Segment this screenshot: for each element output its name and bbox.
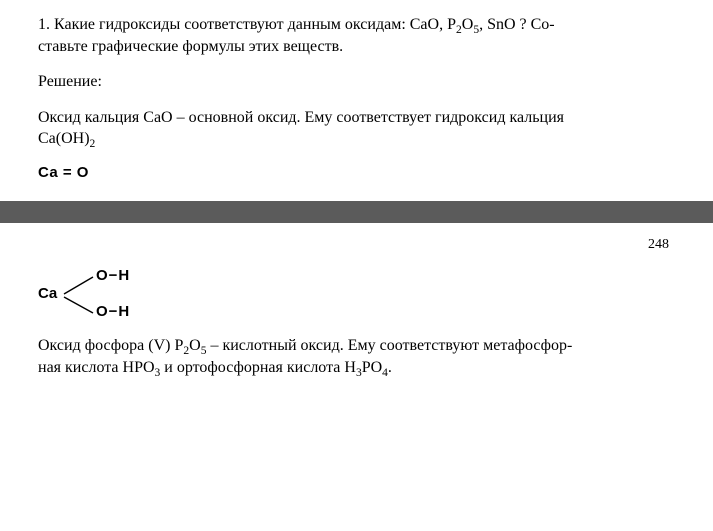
structure-branch-bottom: O−H (96, 303, 130, 320)
page-number: 248 (38, 237, 675, 253)
question-text: 1. Какие гидроксиды соответствуют данным… (38, 14, 675, 57)
structure-center-label: Ca (38, 285, 57, 302)
solution-label: Решение: (38, 71, 675, 93)
cao-graphic-formula: Ca = O (38, 164, 675, 181)
question-line1: Какие гидроксиды соответствуют данным ок… (54, 16, 555, 33)
question-number: 1. (38, 16, 50, 33)
cao-line2: Ca(OH)2 (38, 130, 95, 147)
caoh2-structure: Ca O−H O−H (38, 263, 178, 325)
cao-paragraph: Оксид кальция CaO – основной оксид. Ему … (38, 107, 675, 150)
page-separator (0, 201, 713, 223)
p2o5-line2: ная кислота HPO3 и ортофосфорная кислота… (38, 359, 392, 376)
cao-line1: Оксид кальция CaO – основной оксид. Ему … (38, 109, 564, 126)
question-line2: ставьте графические формулы этих веществ… (38, 38, 343, 55)
structure-branch-top: O−H (96, 267, 130, 284)
p2o5-line1: Оксид фосфора (V) P2O5 – кислотный оксид… (38, 337, 572, 354)
p2o5-paragraph: Оксид фосфора (V) P2O5 – кислотный оксид… (38, 335, 675, 378)
